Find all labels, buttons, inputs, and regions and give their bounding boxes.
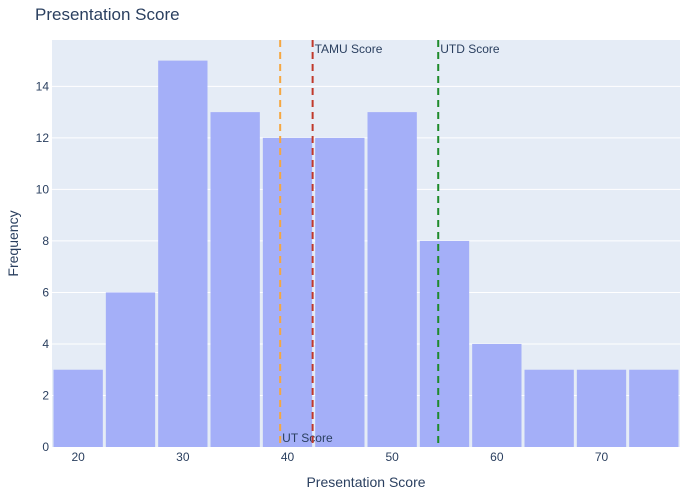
histogram-bar <box>367 112 417 447</box>
y-tick-label: 14 <box>36 79 50 93</box>
histogram-bar <box>262 137 313 447</box>
histogram-bar <box>158 60 208 447</box>
y-tick-label: 10 <box>36 182 50 196</box>
y-tick-label: 0 <box>42 440 49 454</box>
y-axis-ticks: 0 2 4 6 8 10 12 14 <box>36 79 50 454</box>
x-tick-label: 50 <box>385 450 399 464</box>
reference-lines: UT Score TAMU Score UTD Score <box>279 40 500 447</box>
histogram-bar <box>629 369 679 447</box>
bars <box>53 60 679 447</box>
histogram-bar <box>419 240 470 447</box>
histogram-bar <box>210 112 260 447</box>
x-tick-label: 70 <box>595 450 609 464</box>
x-tick-label: 60 <box>490 450 504 464</box>
histogram-bar <box>105 292 156 447</box>
histogram-bar <box>472 343 522 447</box>
chart-title: Presentation Score <box>35 5 180 24</box>
y-tick-label: 2 <box>42 388 49 402</box>
x-tick-label: 20 <box>71 450 85 464</box>
histogram-bar <box>315 137 365 447</box>
reference-line-label: TAMU Score <box>315 42 383 56</box>
gridlines <box>52 85 680 396</box>
reference-line-label: UT Score <box>282 431 333 445</box>
x-tick-label: 40 <box>281 450 295 464</box>
y-tick-label: 6 <box>42 285 49 299</box>
y-tick-label: 8 <box>42 234 49 248</box>
histogram-bar <box>524 369 574 447</box>
y-axis-title: Frequency <box>5 210 21 276</box>
histogram-bar <box>53 369 103 447</box>
x-axis-title: Presentation Score <box>306 474 425 490</box>
plot-area <box>52 40 680 447</box>
x-tick-label: 30 <box>176 450 190 464</box>
y-tick-label: 4 <box>42 337 49 351</box>
reference-line-label: UTD Score <box>440 42 500 56</box>
histogram-bar <box>576 369 627 447</box>
x-axis-ticks: 20 30 40 50 60 70 <box>71 450 608 464</box>
y-tick-label: 12 <box>36 131 50 145</box>
